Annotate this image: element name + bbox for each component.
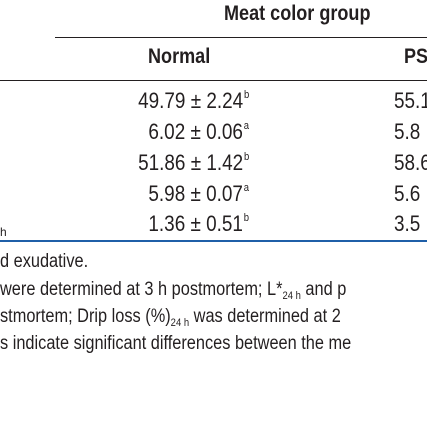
table-row: 51.86 ± 1.42b 58.6 (0, 150, 427, 180)
pse-value-cell: 58.6 (394, 150, 427, 175)
significance-letter: b (243, 151, 249, 163)
footnote-text: were determined at 3 h postmortem; L* (0, 279, 283, 300)
significance-letter: b (243, 89, 249, 101)
footnote-subscript: 24 h (282, 290, 301, 302)
column-header-rule (0, 80, 427, 81)
table-bottom-rule (0, 240, 427, 242)
footnote-line-1: d exudative. (0, 251, 89, 272)
table-row: 6.02 ± 0.06a 5.8 (0, 119, 427, 149)
normal-value: 6.02 ± 0.06 (148, 119, 243, 144)
significance-letter: b (243, 212, 249, 224)
column-header-normal: Normal (148, 45, 211, 68)
footnote-line-2: were determined at 3 h postmortem; L*24 … (0, 279, 346, 302)
table-row: h 1.36 ± 0.51b 3.5 (0, 211, 427, 241)
pse-value-cell: 5.8 (394, 119, 421, 144)
normal-value-cell: 51.86 ± 1.42b (138, 150, 249, 176)
normal-value: 5.98 ± 0.07 (148, 181, 243, 206)
normal-value-cell: 49.79 ± 2.24b (138, 88, 249, 114)
significance-letter: a (243, 120, 249, 132)
normal-value-cell: 1.36 ± 0.51b (148, 211, 249, 237)
header-rule (55, 37, 427, 38)
normal-value-cell: 5.98 ± 0.07a (148, 181, 249, 207)
footnote-subscript: 24 h (170, 317, 190, 329)
table-row: 5.98 ± 0.07a 5.6 (0, 181, 427, 211)
row-label-fragment: h (0, 225, 7, 239)
footnote-line-3: stmortem; Drip loss (%)24 h was determin… (0, 306, 341, 329)
pse-value-cell: 55.1 (394, 88, 427, 113)
footnote-text: was determined at 2 (189, 306, 341, 327)
pse-value-cell: 5.6 (394, 181, 421, 206)
normal-value: 1.36 ± 0.51 (148, 211, 243, 236)
normal-value-cell: 6.02 ± 0.06a (148, 119, 249, 145)
pse-value-cell: 3.5 (394, 211, 421, 236)
footnote-line-4: s indicate significant differences betwe… (0, 333, 352, 354)
normal-value: 49.79 ± 2.24 (137, 88, 243, 113)
meat-color-group-header: Meat color group (224, 2, 371, 25)
table-row: 49.79 ± 2.24b 55.1 (0, 88, 427, 118)
footnote-text: and p (300, 279, 347, 300)
footnote-text: stmortem; Drip loss (%) (0, 306, 171, 327)
significance-letter: a (243, 182, 249, 194)
column-header-pse: PS (404, 45, 427, 68)
normal-value: 51.86 ± 1.42 (137, 150, 243, 175)
